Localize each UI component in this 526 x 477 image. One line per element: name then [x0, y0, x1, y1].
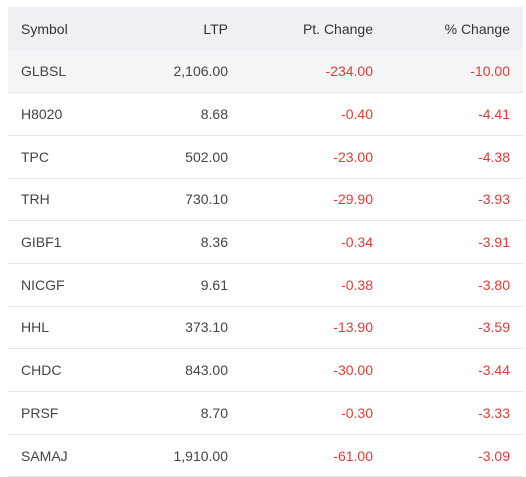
cell-pt-change: -0.40	[341, 106, 373, 123]
cell-ltp: 8.68	[200, 106, 228, 123]
top-losers-table-container: Symbol LTP Pt. Change % Change GLBSL 2,1…	[8, 7, 523, 477]
cell-pct-change: -3.91	[478, 234, 510, 251]
cell-symbol[interactable]: TRH	[21, 191, 50, 208]
cell-ltp: 373.10	[185, 319, 228, 336]
cell-pt-change: -234.00	[325, 63, 373, 80]
table-row[interactable]: CHDC 843.00 -30.00 -3.44	[8, 349, 523, 392]
cell-pt-change: -61.00	[333, 447, 373, 464]
table-row[interactable]: NICGF 9.61 -0.38 -3.80	[8, 263, 523, 307]
top-losers-table: Symbol LTP Pt. Change % Change GLBSL 2,1…	[8, 7, 523, 477]
table-row[interactable]: TRH 730.10 -29.90 -3.93	[8, 178, 523, 221]
cell-pct-change: -3.44	[478, 362, 510, 379]
cell-pct-change: -4.41	[478, 106, 510, 123]
cell-ltp: 843.00	[185, 362, 228, 379]
table-row[interactable]: H8020 8.68 -0.40 -4.41	[8, 93, 523, 136]
header-pt-change[interactable]: Pt. Change	[302, 20, 373, 37]
cell-symbol[interactable]: SAMAJ	[21, 447, 68, 464]
cell-ltp: 9.61	[200, 276, 228, 293]
cell-symbol[interactable]: GLBSL	[21, 63, 67, 80]
cell-pt-change: -23.00	[333, 148, 373, 165]
cell-ltp: 2,106.00	[173, 63, 229, 80]
header-ltp[interactable]: LTP	[203, 20, 228, 37]
header-symbol[interactable]: Symbol	[21, 20, 68, 37]
cell-symbol[interactable]: TPC	[21, 148, 49, 165]
cell-ltp: 1,910.00	[173, 447, 229, 464]
table-row[interactable]: TPC 502.00 -23.00 -4.38	[8, 135, 523, 179]
table-row[interactable]: GIBF1 8.36 -0.34 -3.91	[8, 221, 523, 264]
cell-pct-change: -3.93	[478, 191, 510, 208]
cell-ltp: 730.10	[185, 191, 228, 208]
cell-symbol[interactable]: CHDC	[21, 362, 62, 379]
cell-symbol[interactable]: PRSF	[21, 404, 59, 421]
cell-ltp: 8.70	[200, 404, 228, 421]
table-row[interactable]: PRSF 8.70 -0.30 -3.33	[8, 392, 523, 435]
table-header-row: Symbol LTP Pt. Change % Change	[8, 7, 523, 50]
cell-symbol[interactable]: H8020	[21, 106, 63, 123]
cell-pt-change: -29.90	[333, 191, 373, 208]
cell-pt-change: -13.90	[333, 319, 373, 336]
cell-pt-change: -0.34	[341, 234, 373, 251]
cell-pct-change: -3.33	[478, 404, 510, 421]
cell-symbol[interactable]: HHL	[21, 319, 50, 336]
cell-pt-change: -30.00	[333, 362, 373, 379]
cell-symbol[interactable]: GIBF1	[21, 234, 62, 251]
cell-symbol[interactable]: NICGF	[21, 276, 65, 293]
cell-pct-change: -3.80	[478, 276, 510, 293]
table-row[interactable]: GLBSL 2,106.00 -234.00 -10.00	[8, 50, 523, 93]
cell-pct-change: -10.00	[470, 63, 510, 80]
cell-ltp: 502.00	[185, 148, 228, 165]
cell-pt-change: -0.38	[341, 276, 373, 293]
cell-pct-change: -3.09	[478, 447, 510, 464]
table-row[interactable]: HHL 373.10 -13.90 -3.59	[8, 306, 523, 349]
table-row[interactable]: SAMAJ 1,910.00 -61.00 -3.09	[8, 434, 523, 477]
cell-pct-change: -3.59	[478, 319, 510, 336]
cell-pct-change: -4.38	[478, 148, 510, 165]
cell-ltp: 8.36	[200, 234, 228, 251]
header-pct-change[interactable]: % Change	[444, 20, 510, 37]
cell-pt-change: -0.30	[341, 404, 373, 421]
